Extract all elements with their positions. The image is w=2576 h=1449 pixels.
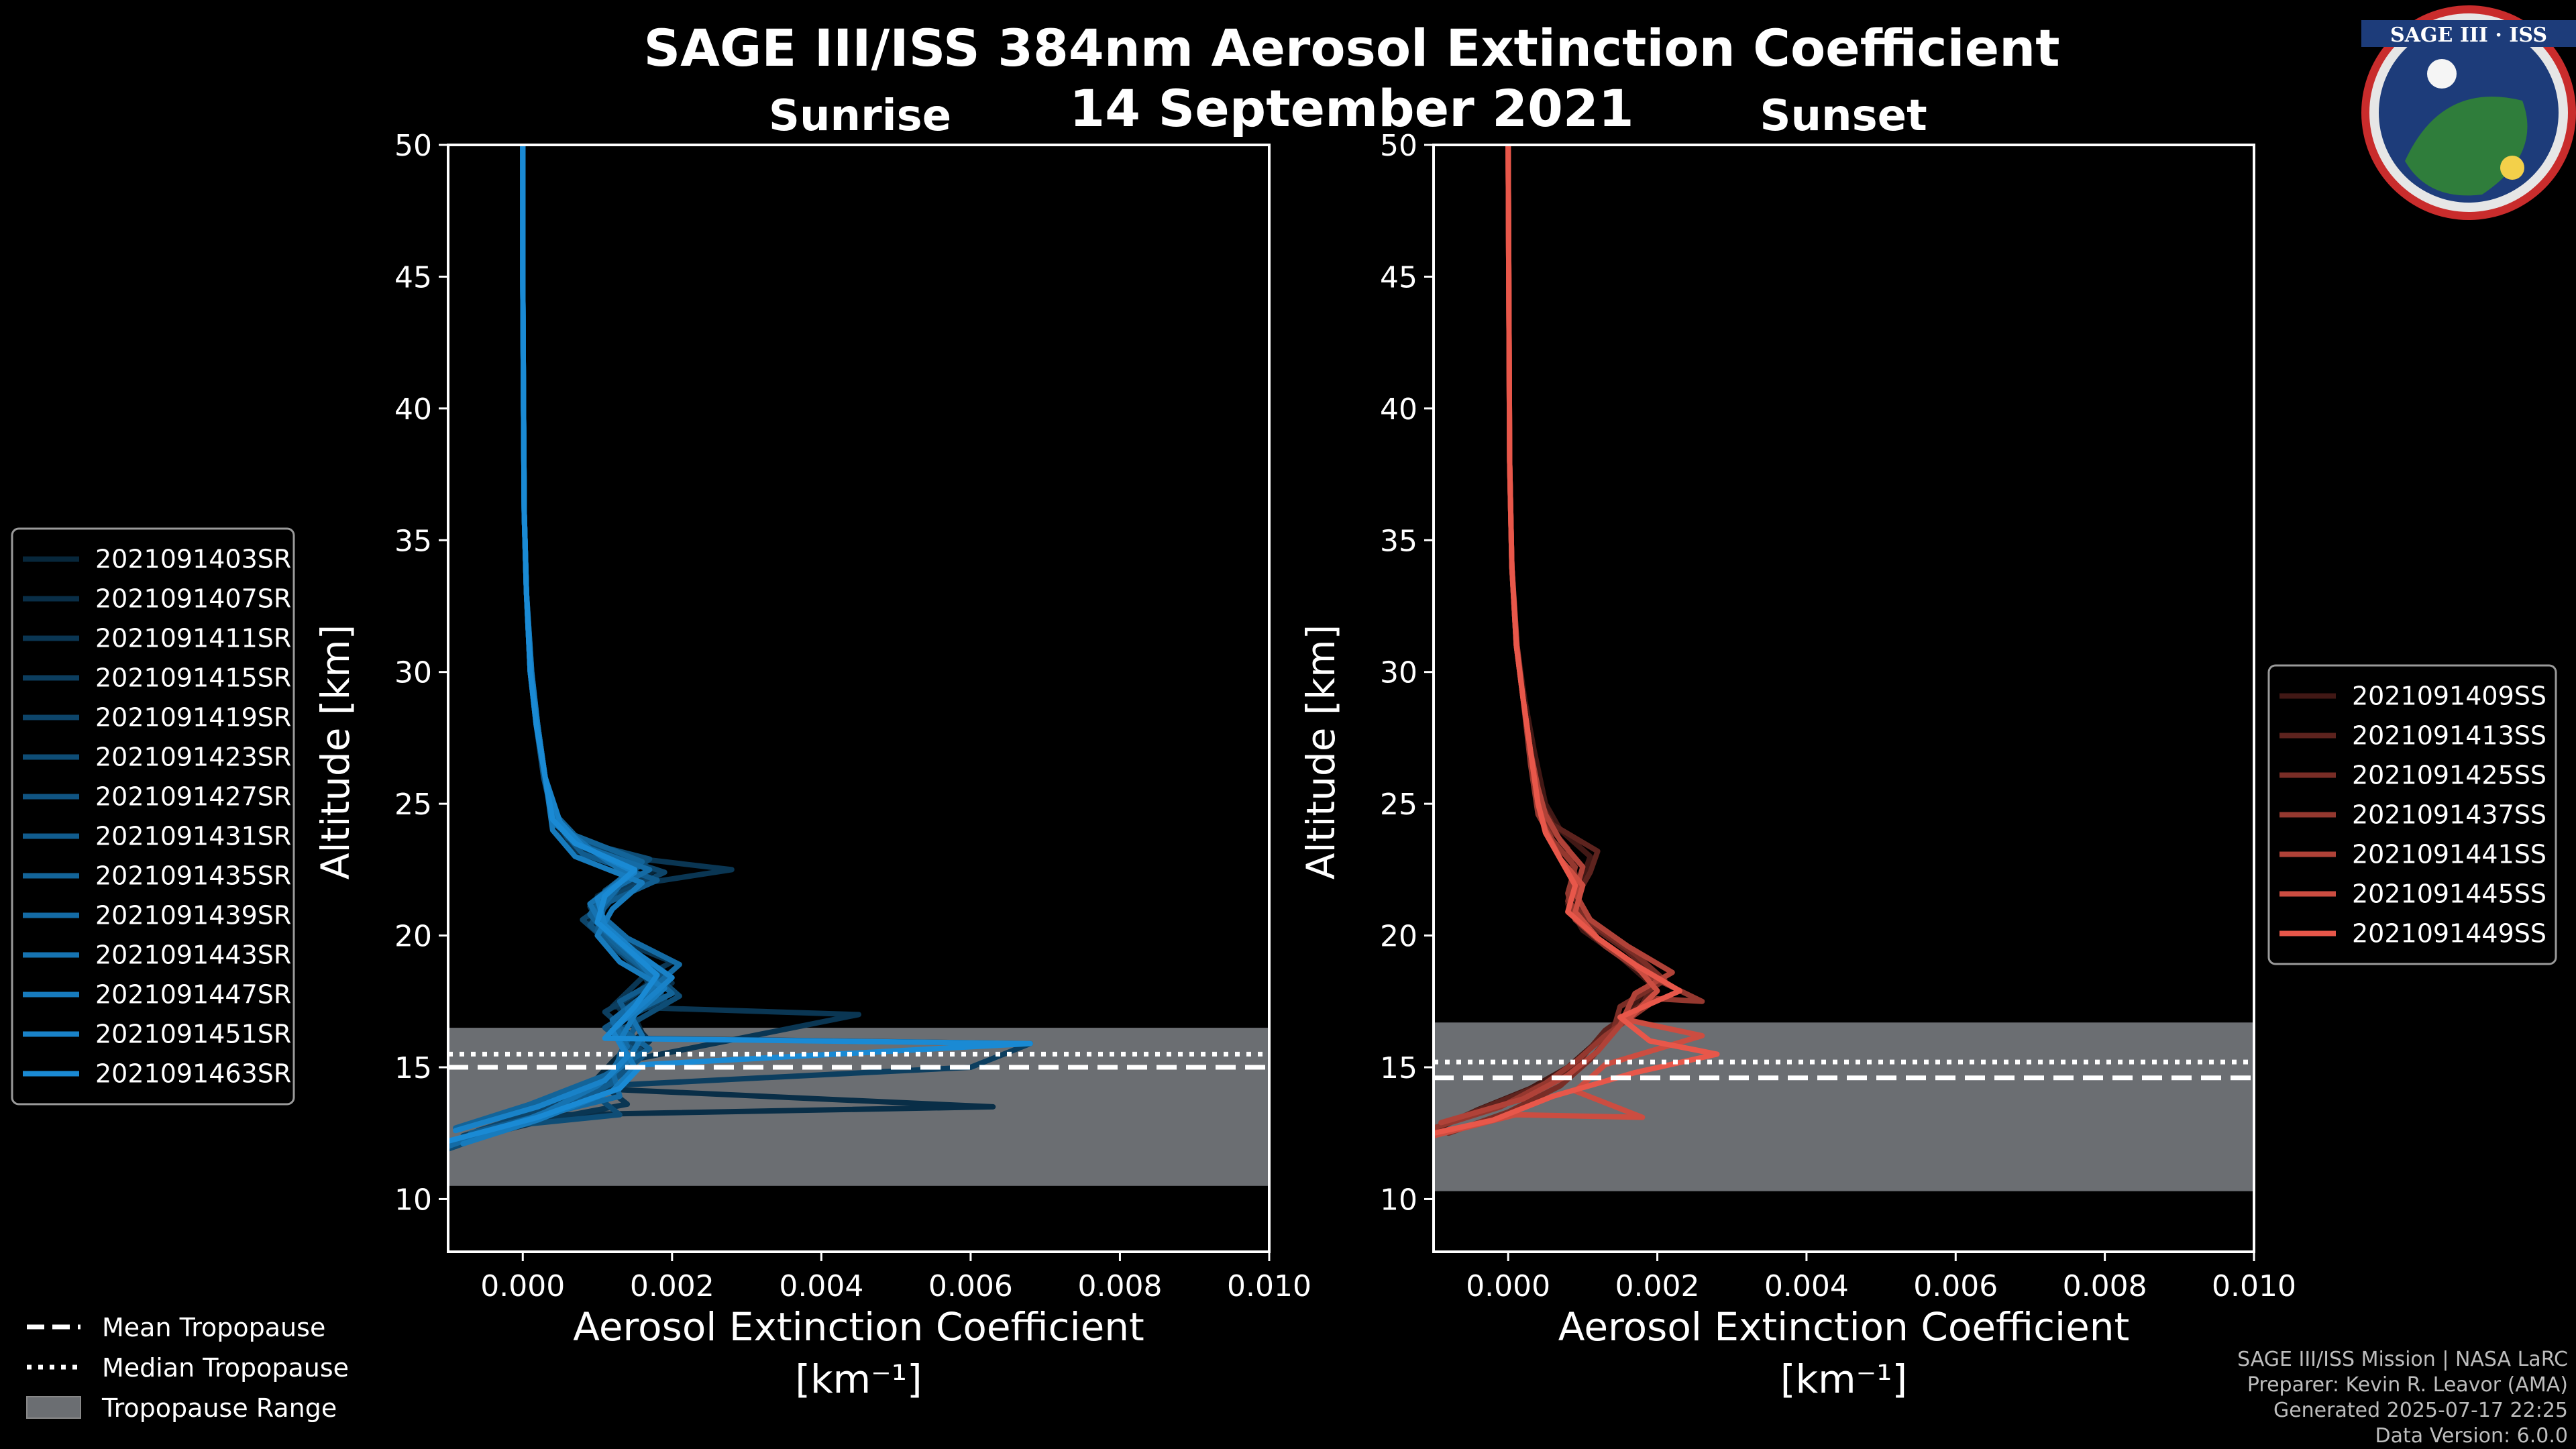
credit-version: Data Version: 6.0.0 [2375,1424,2568,1448]
series-line-2021091409SS [1434,145,1653,1134]
sunset-ytick-label: 50 [1380,129,1417,163]
sunrise-ytick-label: 25 [394,788,432,822]
sunrise-xtick-label: 0.008 [1077,1269,1162,1303]
sunset-legend-box [2267,664,2557,965]
legend-label-2021091447SR: 2021091447SR [95,980,291,1010]
sunrise-ytick-label: 10 [394,1183,432,1217]
legend-label-2021091443SR: 2021091443SR [95,941,291,970]
legend-label-2021091425SS: 2021091425SS [2352,761,2546,790]
sunset-xunit: [km⁻¹] [1780,1356,1907,1402]
sunset-xtick-label: 0.010 [2212,1269,2296,1303]
sunrise-ytick-label: 30 [394,656,432,690]
sunrise-xtick-label: 0.010 [1227,1269,1311,1303]
sunrise-ylabel: Altitude [km] [313,625,358,879]
series-line-2021091449SS [1434,145,1720,1136]
sunset-xtick-label: 0.000 [1466,1269,1550,1303]
legend-label-2021091419SR: 2021091419SR [95,703,291,733]
sunset-tropopause-range [1434,1022,2254,1191]
sunset-xtick-label: 0.002 [1615,1269,1700,1303]
sunrise-xtick-label: 0.002 [630,1269,714,1303]
sunrise-ytick-label: 35 [394,524,432,558]
logo-banner [2361,20,2576,47]
sunrise-ytick-label: 40 [394,392,432,427]
sunset-xtick-label: 0.006 [1913,1269,1998,1303]
sage-iss-logo: SAGE III · ISS [2361,5,2576,220]
chart-title: SAGE III/ISS 384nm Aerosol Extinction Co… [643,18,2059,78]
sunrise-xtick-label: 0.004 [779,1269,863,1303]
sunset-ytick-label: 15 [1380,1051,1417,1085]
legend-label-2021091413SS: 2021091413SS [2352,721,2546,751]
series-line-2021091445SS [1434,145,1705,1139]
sunset-series-group [1434,145,1720,1139]
sunrise-subplot-title: Sunrise [769,91,951,141]
legend-label-2021091409SS: 2021091409SS [2352,682,2546,711]
sunrise-legend: 2021091403SR 2021091407SR 2021091411SR 2021… [11,527,295,1106]
sunrise-ytick-label: 50 [394,129,432,163]
legend-label-2021091445SS: 2021091445SS [2352,879,2546,909]
legend-label-2021091411SR: 2021091411SR [95,624,291,653]
series-line-2021091441SS [1438,145,1675,1126]
logo-earth-shape [2405,97,2528,196]
series-line-2021091415SR [460,145,1033,1139]
sunset-xtick-label: 0.008 [2063,1269,2147,1303]
credit-mission: SAGE III/ISS Mission | NASA LaRC [2237,1348,2568,1371]
legend-label-2021091431SR: 2021091431SR [95,822,291,851]
legend-label-2021091439SR: 2021091439SR [95,901,291,930]
legend-mean-label: Mean Tropopause [102,1313,325,1342]
sunset-ytick-label: 25 [1380,788,1417,822]
legend-label-2021091437SS: 2021091437SS [2352,800,2546,830]
chart-date: 14 September 2021 [1069,78,1633,138]
sunset-xlabel: Aerosol Extinction Coefficient [1558,1304,2130,1350]
sunset-legend: 2021091409SS 2021091413SS 2021091425SS 2021… [2267,664,2557,965]
legend-label-2021091415SR: 2021091415SR [95,663,291,693]
sunset-ytick-label: 30 [1380,656,1417,690]
sunset-ytick-label: 40 [1380,392,1417,427]
legend-label-2021091423SR: 2021091423SR [95,743,291,772]
legend-label-2021091441SS: 2021091441SS [2352,840,2546,869]
sunset-ytick-label: 20 [1380,920,1417,954]
sunrise-series-group [448,145,1033,1152]
series-line-2021091413SS [1438,145,1660,1128]
sunrise-ytick-label: 15 [394,1051,432,1085]
series-line-2021091431SR [468,145,660,1136]
series-line-2021091407SR [468,145,996,1142]
legend-label-2021091451SR: 2021091451SR [95,1020,291,1049]
legend-label-2021091449SS: 2021091449SS [2352,919,2546,949]
legend-range-swatch [26,1396,81,1419]
series-line-2021091425SS [1446,145,1668,1136]
sunset-ytick-label: 10 [1380,1183,1417,1217]
sunset-xtick-label: 0.004 [1764,1269,1849,1303]
credits: SAGE III/ISS Mission | NASA LaRC Prepare… [2237,1348,2568,1448]
sunrise-xlabel: Aerosol Extinction Coefficient [573,1304,1144,1350]
sunset-ytick-label: 35 [1380,524,1417,558]
legend-label-2021091407SR: 2021091407SR [95,584,291,614]
sunrise-panel: 0.000 0.002 0.004 0.006 0.008 0.010 10 15 20 25 30… [313,91,1311,1402]
sunset-axes-frame [1432,144,2255,1253]
legend-label-2021091403SR: 2021091403SR [95,545,291,574]
sunrise-axes-frame [447,144,1271,1253]
legend-median-label: Median Tropopause [102,1353,349,1383]
logo-sun [2500,156,2524,180]
sunset-subplot-title: Sunset [1760,91,1927,141]
sunset-ylabel: Altitude [km] [1298,625,1344,879]
logo-text: SAGE III · ISS [2390,23,2547,47]
sunrise-ytick-label: 20 [394,920,432,954]
sunrise-xtick-label: 0.006 [928,1269,1013,1303]
sunrise-xtick-label: 0.000 [480,1269,565,1303]
sunrise-ytick-label: 45 [394,260,432,294]
sunrise-legend-box [11,527,295,1106]
legend-label-2021091435SR: 2021091435SR [95,861,291,891]
legend-label-2021091463SR: 2021091463SR [95,1059,291,1089]
tropopause-legend: Mean Tropopause Median Tropopause Tropop… [26,1313,349,1423]
sunrise-xunit: [km⁻¹] [795,1356,922,1402]
sunset-ytick-label: 45 [1380,260,1417,294]
credit-preparer: Preparer: Kevin R. Leavor (AMA) [2247,1373,2568,1397]
logo-moon [2427,59,2457,89]
credit-generated: Generated 2025-07-17 22:25 [2273,1399,2568,1422]
legend-label-2021091427SR: 2021091427SR [95,782,291,812]
sunset-panel: 0.000 0.002 0.004 0.006 0.008 0.010 10 15 20 25 30… [1298,91,2296,1402]
series-line-2021091463SR [448,145,1033,1144]
legend-range-label: Tropopause Range [101,1393,337,1423]
